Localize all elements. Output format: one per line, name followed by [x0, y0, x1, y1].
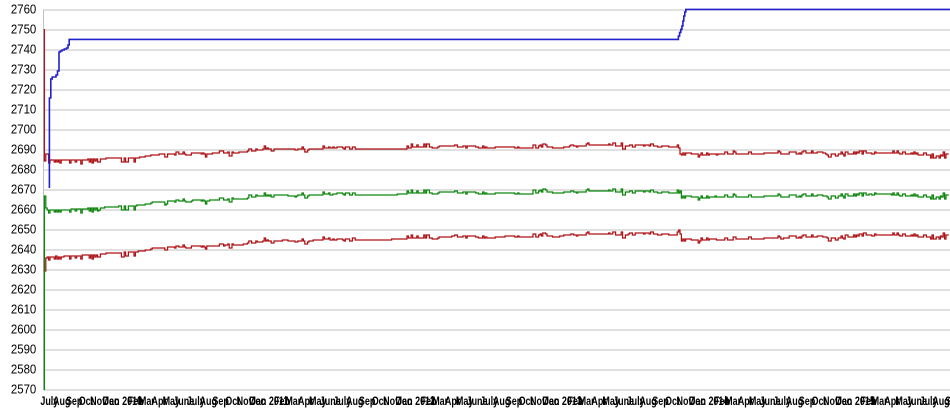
svg-text:Jan 2012: Jan 2012 — [397, 396, 435, 408]
svg-text:2620: 2620 — [11, 282, 37, 297]
svg-text:Mar: Mar — [725, 396, 741, 408]
svg-text:2580: 2580 — [11, 362, 37, 377]
svg-text:2760: 2760 — [11, 2, 37, 17]
svg-text:Apr: Apr — [152, 396, 167, 408]
svg-text:2610: 2610 — [11, 302, 37, 317]
svg-text:July: July — [187, 396, 205, 408]
svg-text:Oct: Oct — [665, 396, 680, 408]
svg-text:Mar: Mar — [579, 396, 595, 408]
svg-text:Nov: Nov — [237, 396, 254, 408]
svg-text:2680: 2680 — [11, 162, 37, 177]
svg-text:Nov: Nov — [90, 396, 107, 408]
svg-text:Mar: Mar — [139, 396, 155, 408]
svg-text:Apr: Apr — [591, 396, 606, 408]
svg-text:2570: 2570 — [11, 382, 37, 397]
svg-text:Sep: Sep — [359, 396, 375, 408]
svg-text:Jan 2013: Jan 2013 — [544, 396, 582, 408]
svg-text:Aug: Aug — [346, 396, 363, 408]
svg-text:Sep: Sep — [506, 396, 522, 408]
svg-text:Sep: Sep — [799, 396, 815, 408]
svg-text:2640: 2640 — [11, 242, 37, 257]
svg-text:Apr: Apr — [298, 396, 313, 408]
svg-text:Feb: Feb — [421, 396, 437, 408]
svg-text:Dec: Dec — [542, 396, 559, 408]
svg-text:Oct: Oct — [812, 396, 827, 408]
svg-text:May: May — [749, 396, 767, 408]
svg-text:Apr: Apr — [884, 396, 899, 408]
svg-text:Oct: Oct — [519, 396, 534, 408]
svg-text:2590: 2590 — [11, 342, 37, 357]
svg-text:Oct: Oct — [225, 396, 240, 408]
svg-text:July: July — [333, 396, 351, 408]
svg-text:Aug: Aug — [200, 396, 217, 408]
svg-text:July: July — [773, 396, 791, 408]
svg-text:May: May — [895, 396, 913, 408]
svg-text:Mar: Mar — [432, 396, 448, 408]
svg-text:July: July — [627, 396, 645, 408]
svg-text:Nov: Nov — [823, 396, 840, 408]
svg-text:2600: 2600 — [11, 322, 37, 337]
svg-text:Sep: Sep — [652, 396, 668, 408]
svg-text:Feb: Feb — [274, 396, 290, 408]
svg-text:Mar: Mar — [872, 396, 888, 408]
svg-text:Aug: Aug — [493, 396, 510, 408]
svg-text:2730: 2730 — [11, 62, 37, 77]
svg-text:May: May — [456, 396, 474, 408]
svg-text:2650: 2650 — [11, 222, 37, 237]
svg-text:2630: 2630 — [11, 262, 37, 277]
svg-text:Oct: Oct — [372, 396, 387, 408]
svg-text:Sep: Sep — [66, 396, 82, 408]
svg-text:2690: 2690 — [11, 142, 37, 157]
svg-text:June: June — [760, 396, 781, 408]
svg-text:Oct: Oct — [79, 396, 94, 408]
svg-text:Mar: Mar — [285, 396, 301, 408]
svg-text:Sep: Sep — [212, 396, 228, 408]
svg-text:Apr: Apr — [738, 396, 753, 408]
svg-text:May: May — [602, 396, 620, 408]
svg-text:Aug: Aug — [932, 396, 949, 408]
svg-text:Dec: Dec — [395, 396, 412, 408]
svg-text:Aug: Aug — [639, 396, 656, 408]
svg-text:Sep: Sep — [945, 396, 950, 408]
svg-text:June: June — [320, 396, 341, 408]
svg-text:Dec: Dec — [689, 396, 706, 408]
svg-text:Jan 2014: Jan 2014 — [691, 396, 729, 408]
svg-text:Dec: Dec — [103, 396, 120, 408]
svg-text:June: June — [613, 396, 634, 408]
svg-text:Jan 2015: Jan 2015 — [837, 396, 875, 408]
svg-text:June: June — [906, 396, 927, 408]
svg-text:July: July — [920, 396, 938, 408]
svg-text:2700: 2700 — [11, 122, 37, 137]
svg-text:May: May — [163, 396, 181, 408]
svg-text:Apr: Apr — [445, 396, 460, 408]
svg-text:July: July — [480, 396, 498, 408]
svg-text:Jan 2011: Jan 2011 — [251, 396, 289, 408]
svg-text:2750: 2750 — [11, 22, 37, 37]
svg-text:June: June — [467, 396, 488, 408]
svg-text:Nov: Nov — [677, 396, 694, 408]
svg-text:Feb: Feb — [860, 396, 876, 408]
svg-text:2740: 2740 — [11, 42, 37, 57]
svg-text:Aug: Aug — [786, 396, 803, 408]
svg-text:Aug: Aug — [53, 396, 70, 408]
svg-text:2660: 2660 — [11, 202, 37, 217]
svg-text:Jan 2010: Jan 2010 — [104, 396, 142, 408]
svg-text:Feb: Feb — [714, 396, 730, 408]
svg-text:Nov: Nov — [530, 396, 547, 408]
svg-text:June: June — [173, 396, 194, 408]
svg-text:Nov: Nov — [383, 396, 400, 408]
svg-text:2670: 2670 — [11, 182, 37, 197]
svg-text:Feb: Feb — [128, 396, 144, 408]
svg-text:July: July — [40, 396, 58, 408]
svg-text:Dec: Dec — [249, 396, 266, 408]
svg-text:Dec: Dec — [835, 396, 852, 408]
svg-text:May: May — [309, 396, 327, 408]
svg-text:2720: 2720 — [11, 82, 37, 97]
svg-text:2710: 2710 — [11, 102, 37, 117]
svg-text:Feb: Feb — [567, 396, 583, 408]
